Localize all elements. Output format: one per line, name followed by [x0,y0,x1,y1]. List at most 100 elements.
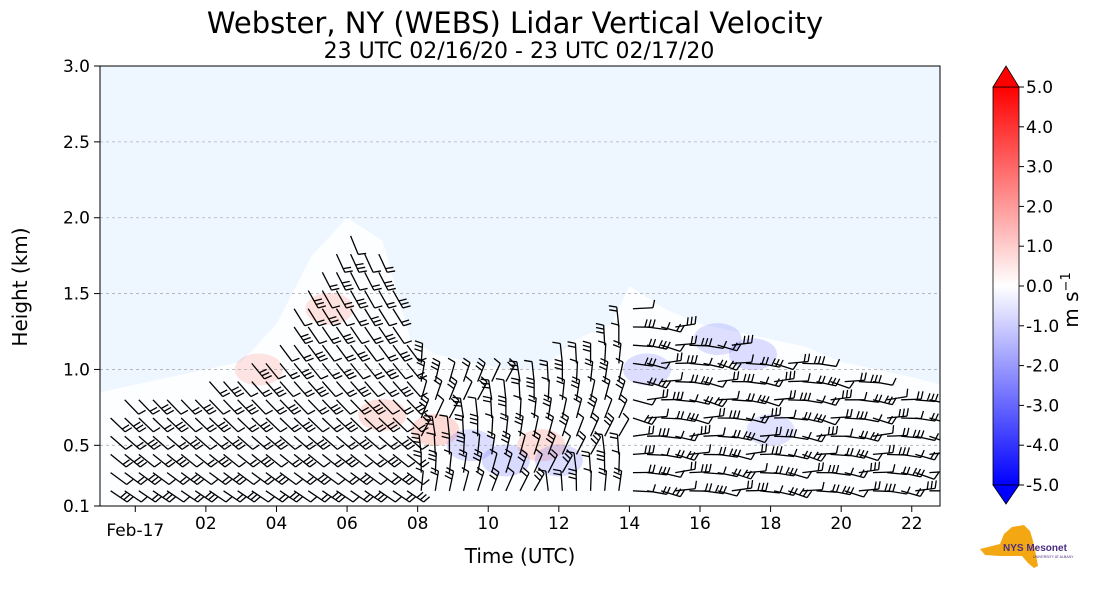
wind-barb [350,290,369,309]
wind-barb [237,381,259,398]
wind-barb [293,472,317,486]
grid-lines [100,141,940,446]
wind-barb [406,472,430,486]
wind-barb [321,435,345,450]
wind-barb [447,357,456,382]
wind-barb [774,409,797,419]
y-tick-label: 2.5 [63,133,90,153]
wind-barb [152,399,175,415]
wind-barb [223,435,246,450]
wind-barb [759,426,782,437]
wind-barb [537,469,549,491]
wind-barb [830,408,853,419]
logo-sub-text: UNIVERSITY AT ALBANY [1033,555,1074,559]
wind-barb [350,490,374,503]
x-axis: Feb-17 02 04 06 08 10 12 14 16 18 20 22 [106,506,923,541]
wind-barb [524,359,535,382]
velocity-cell [517,429,566,462]
wind-barb [929,435,940,441]
wind-barb [773,362,799,371]
wind-barb [321,362,343,380]
wind-barb [293,453,317,468]
wind-barb [378,417,401,433]
wind-barb [788,450,813,460]
wind-barb [689,416,714,425]
wind-barb [599,357,609,382]
wind-barb [364,472,388,486]
wind-barb [110,490,134,503]
wind-barb [415,467,424,491]
wind-barb [124,399,146,415]
wind-barb [547,448,558,473]
wind-barb [526,377,535,400]
wind-barb [573,394,583,419]
wind-barb [152,472,176,486]
wind-barb [293,435,317,450]
colorbar-tick-label: -1.0 [1026,317,1059,337]
wind-barb [406,490,431,503]
wind-barb [675,450,700,461]
wind-barb [802,462,825,474]
wind-barb [567,341,578,364]
wind-barb [858,461,881,474]
wind-barb [689,463,712,474]
wind-barb [138,399,161,415]
wind-barb [510,377,521,400]
wind-barb [208,399,231,415]
wind-barb [208,417,232,433]
wind-barb [321,490,346,503]
y-tick-label: 0.1 [63,497,90,517]
wind-barb [505,467,515,492]
wind-barb [929,490,940,492]
wind-barb [194,453,218,468]
wind-barb [279,399,302,415]
wind-barb [773,487,798,496]
wind-barb [307,290,327,309]
wind-barb [307,453,331,468]
wind-barb [858,374,882,384]
y-tick-label: 2.0 [63,209,90,229]
wind-barb [124,417,147,433]
wind-barb [392,308,412,327]
wind-barb [166,417,189,433]
wind-barb [830,380,855,389]
wind-barb [307,362,329,380]
wind-barb [545,412,555,437]
wind-barb [508,360,521,382]
wind-barb [237,472,261,486]
wind-barb [717,390,740,401]
wind-barb [166,399,189,415]
wind-barb [293,362,315,380]
wind-barb [335,381,358,398]
wind-barb [929,399,940,403]
wind-barb [223,399,245,415]
wind-barb [124,472,148,486]
wind-barb [632,444,656,456]
wind-barb [745,463,768,474]
wind-barb [816,397,841,406]
wind-barb [364,344,385,362]
wind-barb [223,381,245,398]
colorbar-gradient [992,86,1020,486]
wind-barb [461,357,471,382]
wind-barb [321,417,345,433]
wind-barb [378,490,402,503]
wind-barb [138,453,162,468]
wind-barb [802,481,825,492]
wind-barb [717,468,742,478]
wind-barb [378,253,396,273]
wind-barb [816,358,841,368]
wind-barb [251,399,273,415]
nys-mesonet-logo: NYS Mesonet UNIVERSITY AT ALBANY [980,525,1074,568]
colorbar-tick-label: 1.0 [1026,237,1053,257]
wind-barb [350,308,370,327]
wind-barb [689,396,714,405]
wind-barb [237,417,260,433]
wind-barb [441,431,451,455]
wind-barb [350,272,368,291]
wind-barb [392,344,413,362]
wind-barb [929,471,940,474]
wind-barb [472,431,481,455]
wind-barb [660,487,686,498]
wind-barb [561,430,572,455]
